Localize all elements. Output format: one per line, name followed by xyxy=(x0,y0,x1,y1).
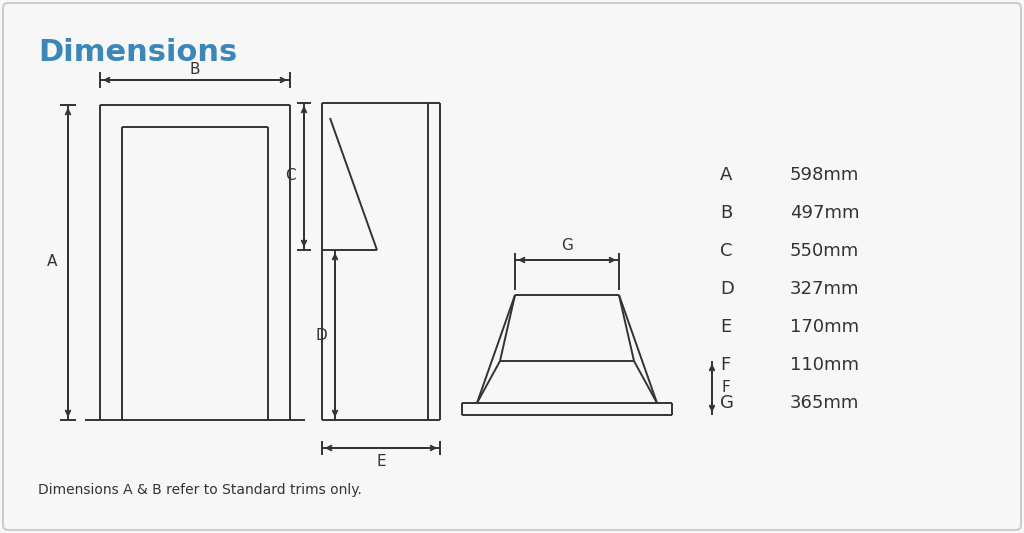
Text: Dimensions A & B refer to Standard trims only.: Dimensions A & B refer to Standard trims… xyxy=(38,483,361,497)
Text: 497mm: 497mm xyxy=(790,204,859,222)
Text: D: D xyxy=(720,280,734,298)
Text: G: G xyxy=(720,394,734,412)
Text: 365mm: 365mm xyxy=(790,394,859,412)
Text: A: A xyxy=(720,166,732,184)
Text: G: G xyxy=(561,238,573,254)
Text: D: D xyxy=(315,327,327,343)
Text: 170mm: 170mm xyxy=(790,318,859,336)
FancyBboxPatch shape xyxy=(3,3,1021,530)
Text: Dimensions: Dimensions xyxy=(38,38,238,67)
Text: C: C xyxy=(285,168,295,183)
Text: F: F xyxy=(722,381,730,395)
Text: F: F xyxy=(720,356,730,374)
Text: B: B xyxy=(189,62,201,77)
Text: 327mm: 327mm xyxy=(790,280,859,298)
Text: C: C xyxy=(720,242,732,260)
Text: 110mm: 110mm xyxy=(790,356,859,374)
Text: E: E xyxy=(376,455,386,470)
Text: 550mm: 550mm xyxy=(790,242,859,260)
Text: B: B xyxy=(720,204,732,222)
Text: E: E xyxy=(720,318,731,336)
Text: 598mm: 598mm xyxy=(790,166,859,184)
Text: A: A xyxy=(47,254,57,270)
